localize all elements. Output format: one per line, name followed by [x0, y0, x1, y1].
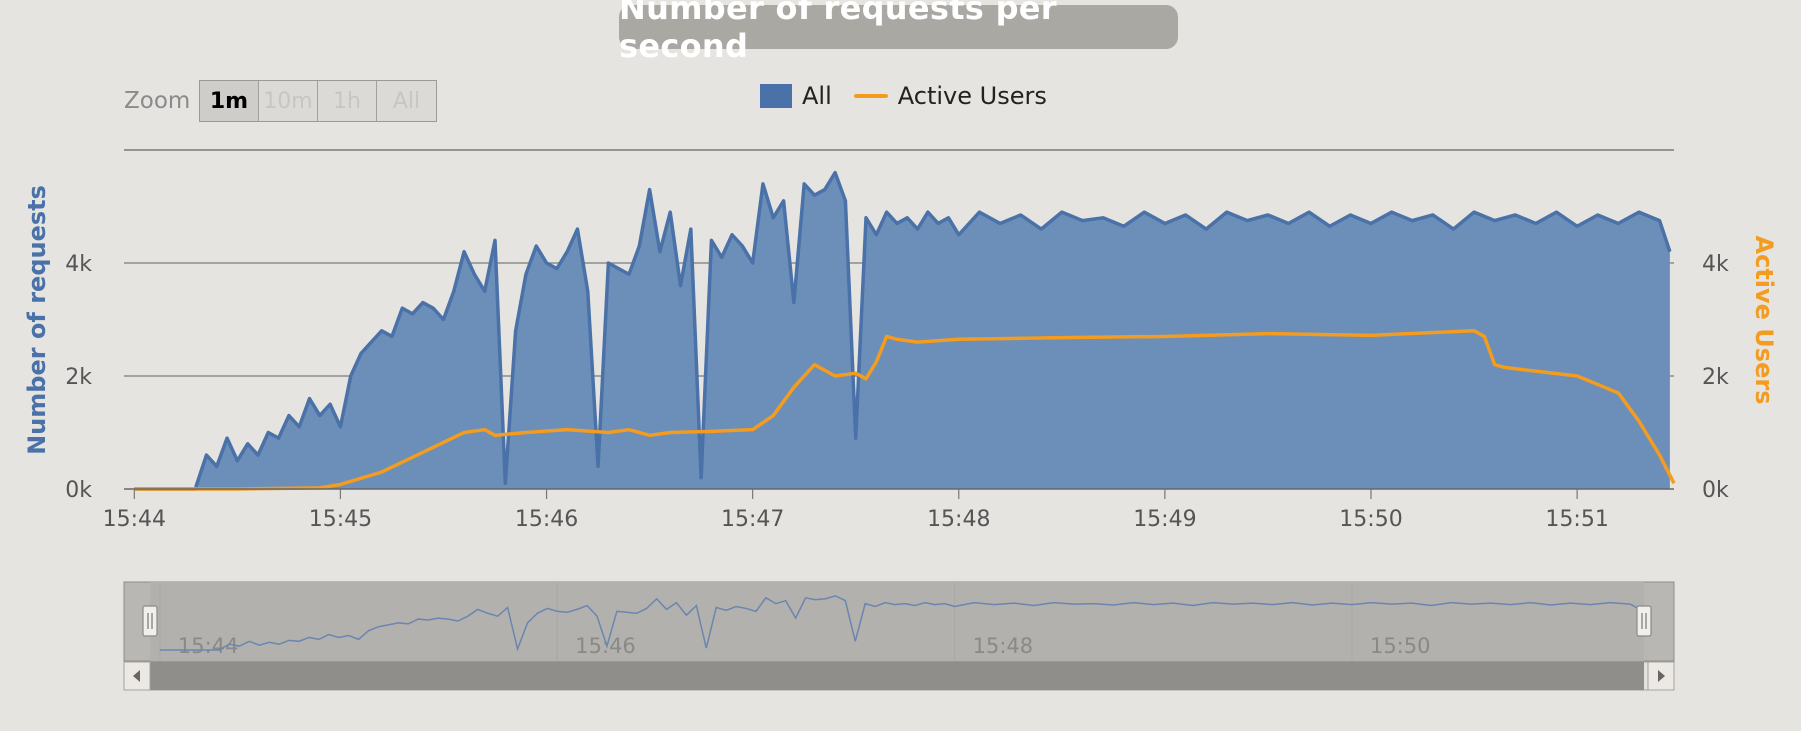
series-all-line [134, 170, 1672, 491]
x-tick-label-6: 15:50 [1339, 507, 1402, 532]
legend: All Active Users [760, 80, 1057, 112]
y-left-axis-title: Number of requests [23, 185, 51, 455]
y-right-tick-label-1: 2k [1702, 365, 1729, 390]
zoom-button-1m[interactable]: 1m [200, 81, 259, 121]
navigator-handle-left[interactable] [142, 605, 158, 637]
legend-swatch-active-users [853, 94, 888, 98]
zoom-button-1h[interactable]: 1h [318, 81, 377, 121]
x-tick-label-2: 15:46 [515, 507, 578, 532]
legend-label-active-users: Active Users [897, 82, 1047, 110]
series-active-users-line [134, 329, 1676, 491]
y-right-tick-label-2: 4k [1702, 252, 1729, 277]
zoom-button-group: 1m 10m 1h All [199, 80, 437, 122]
zoom-button-all[interactable]: All [392, 88, 421, 114]
y-right-tick-label-0: 0k [1702, 478, 1729, 503]
scrollbar-thumb[interactable] [150, 662, 1644, 690]
legend-item-all[interactable]: All [760, 82, 832, 110]
navigator-selection [150, 582, 1644, 661]
y-left-tick-label-2: 4k [65, 252, 92, 277]
scroll-left-arrow-icon [133, 670, 140, 682]
scroll-right-arrow-icon [1658, 670, 1665, 682]
navigator-tick-label-0: 15:44 [178, 634, 239, 658]
legend-label-all: All [802, 82, 832, 110]
x-tick-label-0: 15:44 [103, 507, 166, 532]
zoom-button-10m[interactable]: 10m [259, 81, 318, 121]
chart-title: Number of requests per second [619, 0, 1178, 65]
x-tick-label-3: 15:47 [721, 507, 784, 532]
y-left-tick-label-0: 0k [65, 478, 92, 503]
navigator-series-line [159, 595, 1641, 652]
navigator-tick-label-2: 15:48 [973, 634, 1034, 658]
legend-item-active-users[interactable]: Active Users [853, 82, 1047, 110]
x-tick-label-7: 15:51 [1545, 507, 1608, 532]
x-tick-label-1: 15:45 [309, 507, 372, 532]
navigator-tick-label-1: 15:46 [575, 634, 636, 658]
series-all-area [134, 172, 1670, 489]
legend-swatch-all [760, 84, 792, 108]
x-tick-label-5: 15:49 [1133, 507, 1196, 532]
y-right-axis-title: Active Users [1750, 236, 1778, 405]
navigator-handle-right[interactable] [1636, 605, 1652, 637]
x-tick-label-4: 15:48 [927, 507, 990, 532]
navigator-tick-label-3: 15:50 [1370, 634, 1431, 658]
zoom-label: Zoom [124, 88, 191, 114]
y-left-tick-label-1: 2k [65, 365, 92, 390]
